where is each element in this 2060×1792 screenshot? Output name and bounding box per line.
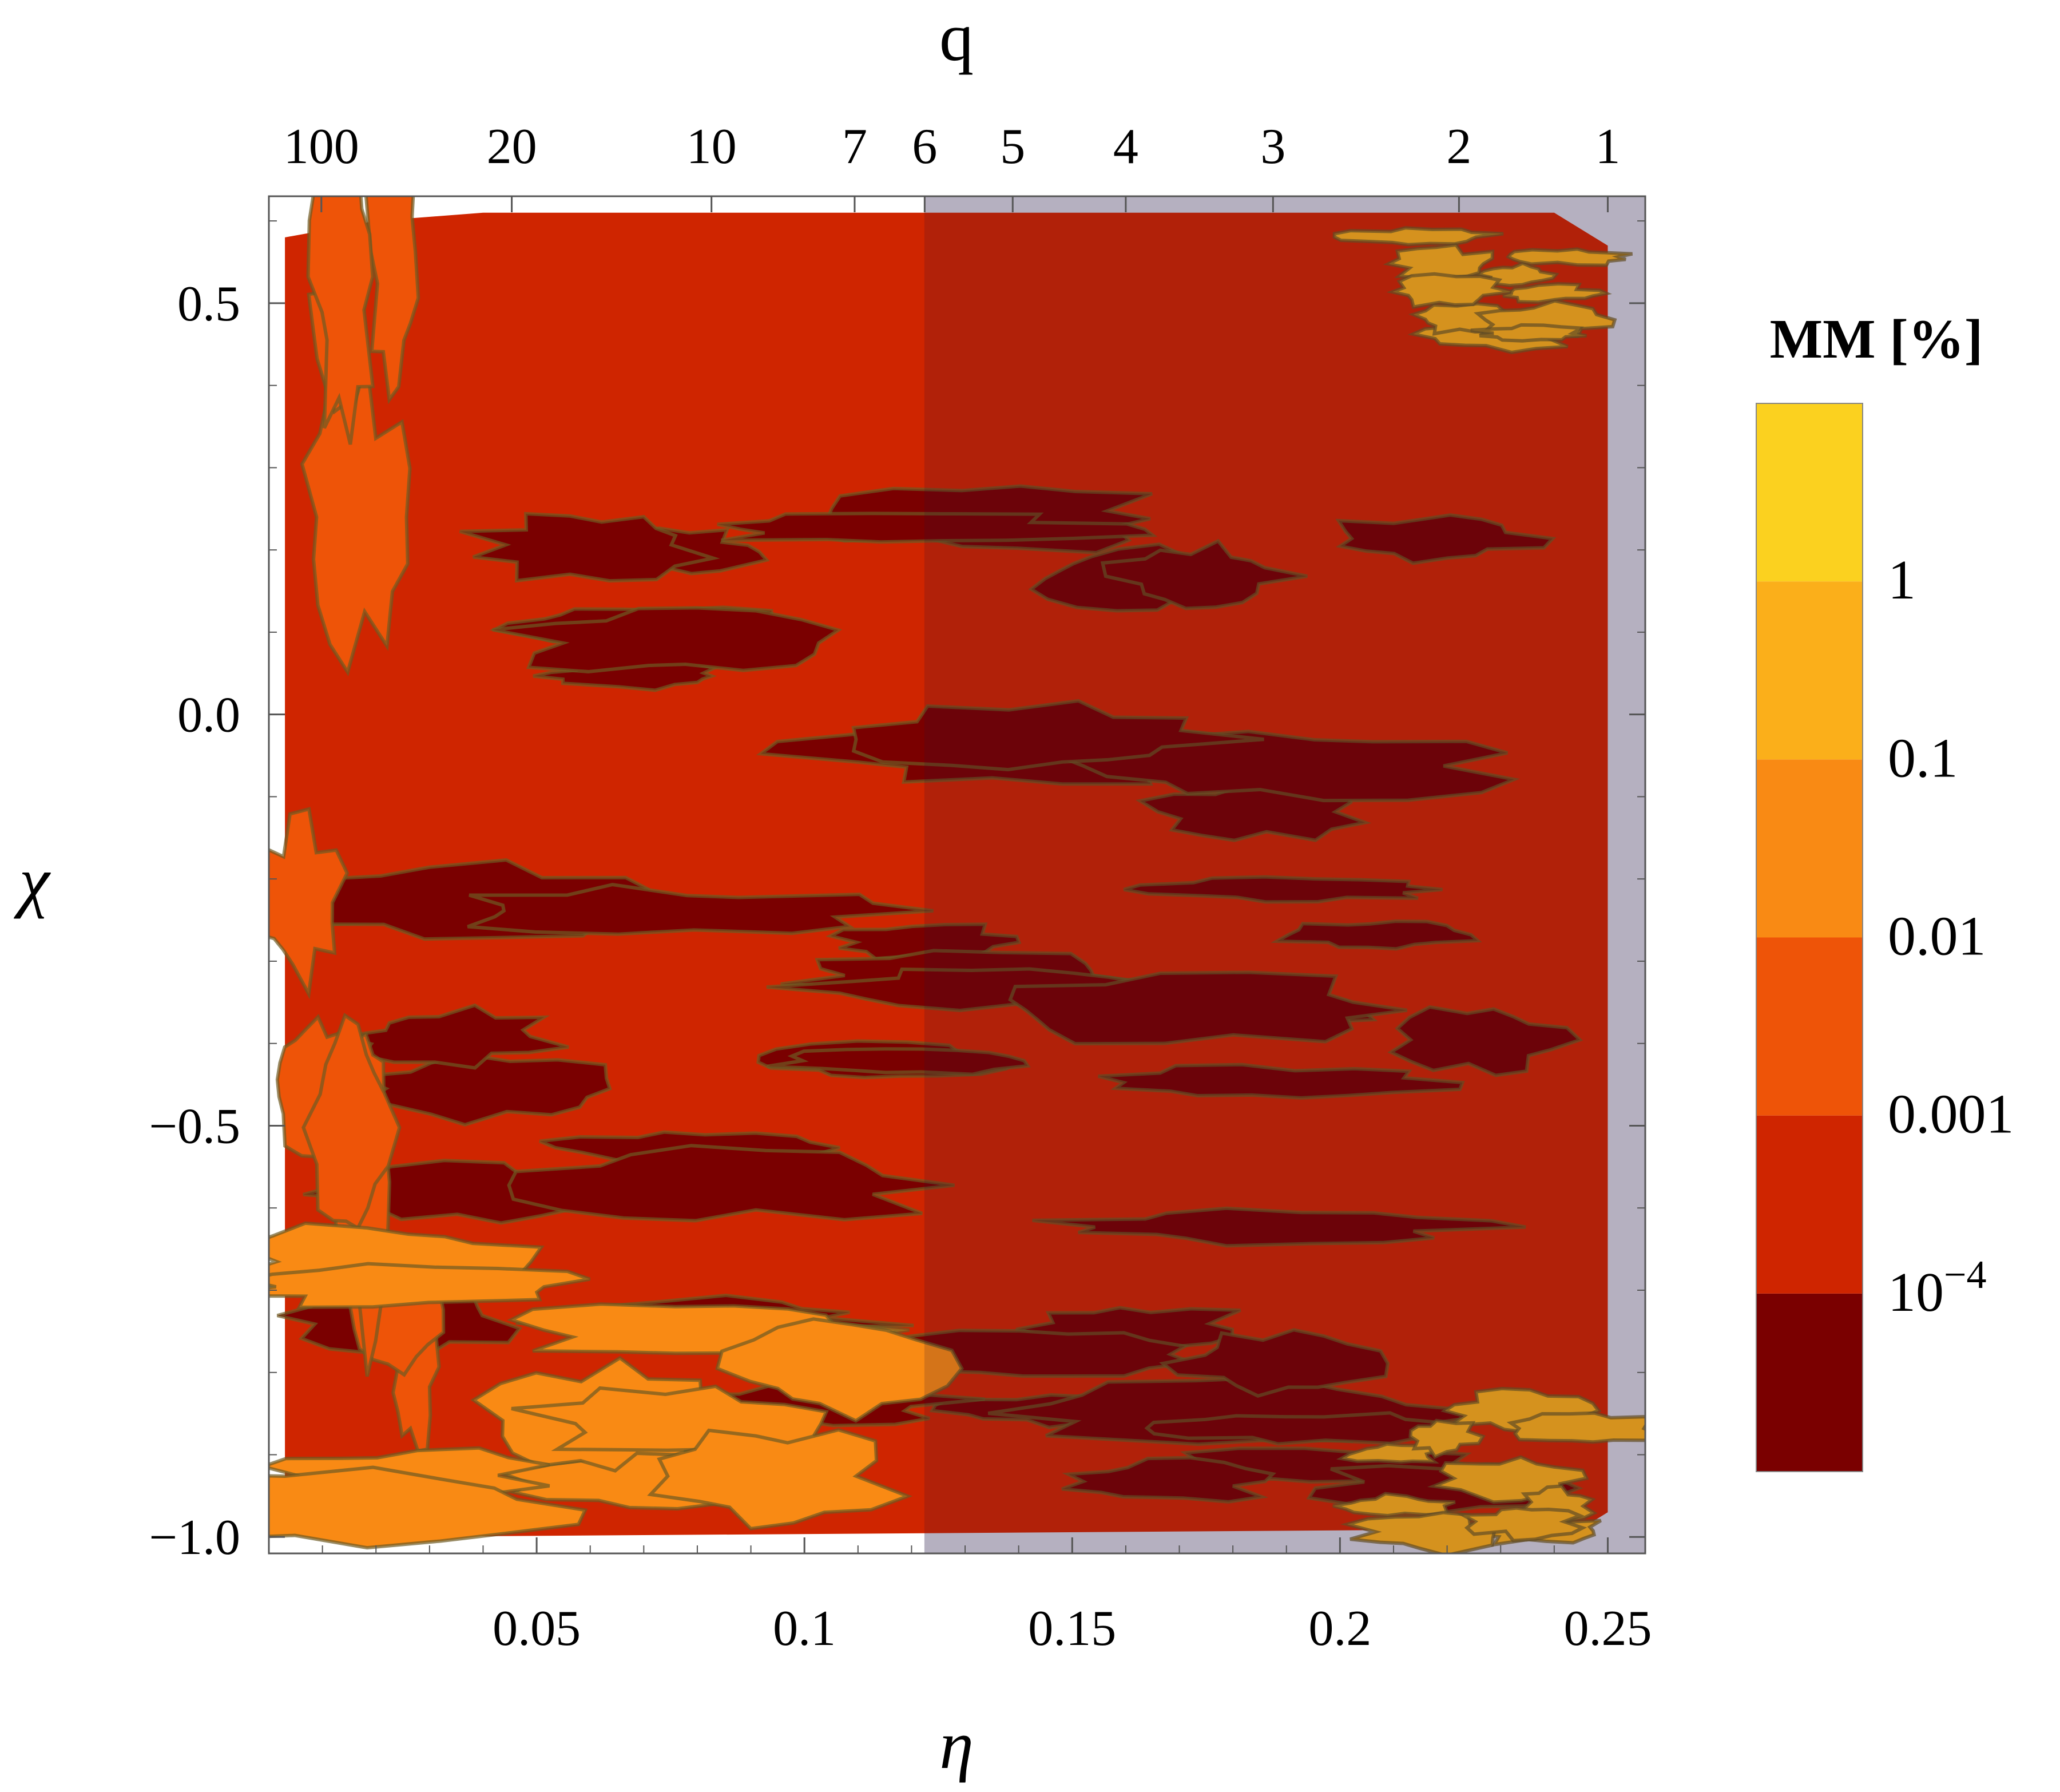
- contour-region-2: [301, 1013, 402, 1231]
- contour-region-3: [647, 1428, 913, 1531]
- colorbar: 10−4 0.001 0.01 0.1 1: [1756, 403, 2014, 1472]
- contour-region-2: [300, 368, 412, 676]
- contour-region-1: [1123, 875, 1443, 904]
- axis-tick-labels: 0.05 0.1 0.15 0.2 0.25 0.5 0.0 −0.5 −1.0 100 20 10 7…: [149, 119, 1652, 1656]
- contour-region-1: [767, 1047, 1031, 1076]
- x-tick-label: 0.25: [1563, 1601, 1652, 1656]
- colorbar-segment: [1756, 1293, 1863, 1472]
- x-tick-label: 0.2: [1308, 1601, 1371, 1656]
- contour-region-1: [1032, 1206, 1526, 1248]
- y-tick-label: 0.0: [177, 688, 240, 743]
- contour-region-1: [1098, 1062, 1465, 1100]
- contour-region-1: [1008, 970, 1408, 1046]
- contour-region-4: [1470, 323, 1587, 343]
- plot-frame: [268, 195, 1646, 1555]
- colorbar-label: 0.001: [1888, 1084, 2014, 1145]
- contour-region-1: [1047, 730, 1521, 803]
- contour-region-1: [1271, 919, 1482, 951]
- contour-field: [269, 196, 1645, 1553]
- contour-region-1: [1335, 513, 1557, 565]
- x-axis-title: η: [939, 1707, 974, 1783]
- contour-region-1: [1061, 1456, 1276, 1504]
- colorbar-title: MM [%]: [1770, 308, 1983, 370]
- x-tick-label: 0.05: [493, 1601, 581, 1656]
- contour-region-1: [507, 1144, 955, 1223]
- contour-region-1: [1100, 538, 1308, 610]
- colorbar-segment: [1756, 937, 1863, 1116]
- colorbar-segment: [1756, 759, 1863, 938]
- q-tick-label: 7: [842, 119, 867, 175]
- contour-region-4: [1506, 247, 1633, 267]
- contour-region-5: [1506, 1411, 1645, 1444]
- top-axis-title: q: [939, 0, 974, 75]
- contour-region-3: [715, 1317, 964, 1423]
- contour-region-2: [306, 196, 375, 445]
- q-tick-label: 3: [1260, 119, 1285, 175]
- contour-region-4: [1386, 272, 1513, 310]
- q-tick-label: 4: [1113, 119, 1138, 175]
- colorbar-label: 1: [1888, 549, 1916, 611]
- y-tick-label: −0.5: [149, 1099, 240, 1154]
- colorbar-frame: [1756, 403, 1863, 1472]
- contour-region-2: [269, 807, 350, 1000]
- q-tick-label: 100: [284, 119, 359, 175]
- contour-region-4: [1502, 282, 1612, 304]
- y-tick-label: 0.5: [177, 276, 240, 332]
- contour-region-1: [492, 606, 843, 673]
- contour-region-1: [851, 699, 1264, 772]
- contour-region-3: [269, 1262, 591, 1309]
- contour-region-1: [467, 882, 934, 936]
- colorbar-label: 0.01: [1888, 906, 1986, 968]
- contour-region-1: [356, 1053, 612, 1127]
- colorbar-label: 10−4: [1888, 1253, 1986, 1323]
- y-tick-label: −1.0: [149, 1510, 240, 1565]
- q-tick-label: 2: [1446, 119, 1471, 175]
- contour-region-1: [1387, 1005, 1583, 1077]
- x-tick-label: 0.15: [1028, 1601, 1116, 1656]
- q-tick-label: 10: [686, 119, 737, 175]
- contour-region-1: [1159, 1328, 1390, 1398]
- q-tick-label: 1: [1595, 119, 1620, 175]
- contour-region-1: [717, 512, 1158, 544]
- colorbar-label: 0.1: [1888, 727, 1958, 789]
- contour-region-5: [1456, 1506, 1587, 1543]
- q-tick-label: 5: [1000, 119, 1025, 175]
- x-tick-label: 0.1: [773, 1601, 836, 1656]
- axis-ticks: [269, 196, 1645, 1553]
- shaded-region-overlay: [924, 196, 1645, 1553]
- contour-region-3: [269, 1465, 588, 1550]
- y-axis-title: χ: [14, 843, 51, 919]
- colorbar-segment: [1756, 581, 1863, 760]
- q-tick-label: 20: [487, 119, 537, 175]
- contour-region-1: [459, 512, 720, 583]
- colorbar-segment: [1756, 1115, 1863, 1294]
- colorbar-segment: [1756, 403, 1863, 582]
- q-tick-label: 6: [912, 119, 937, 175]
- contour-region-5: [1408, 1418, 1486, 1460]
